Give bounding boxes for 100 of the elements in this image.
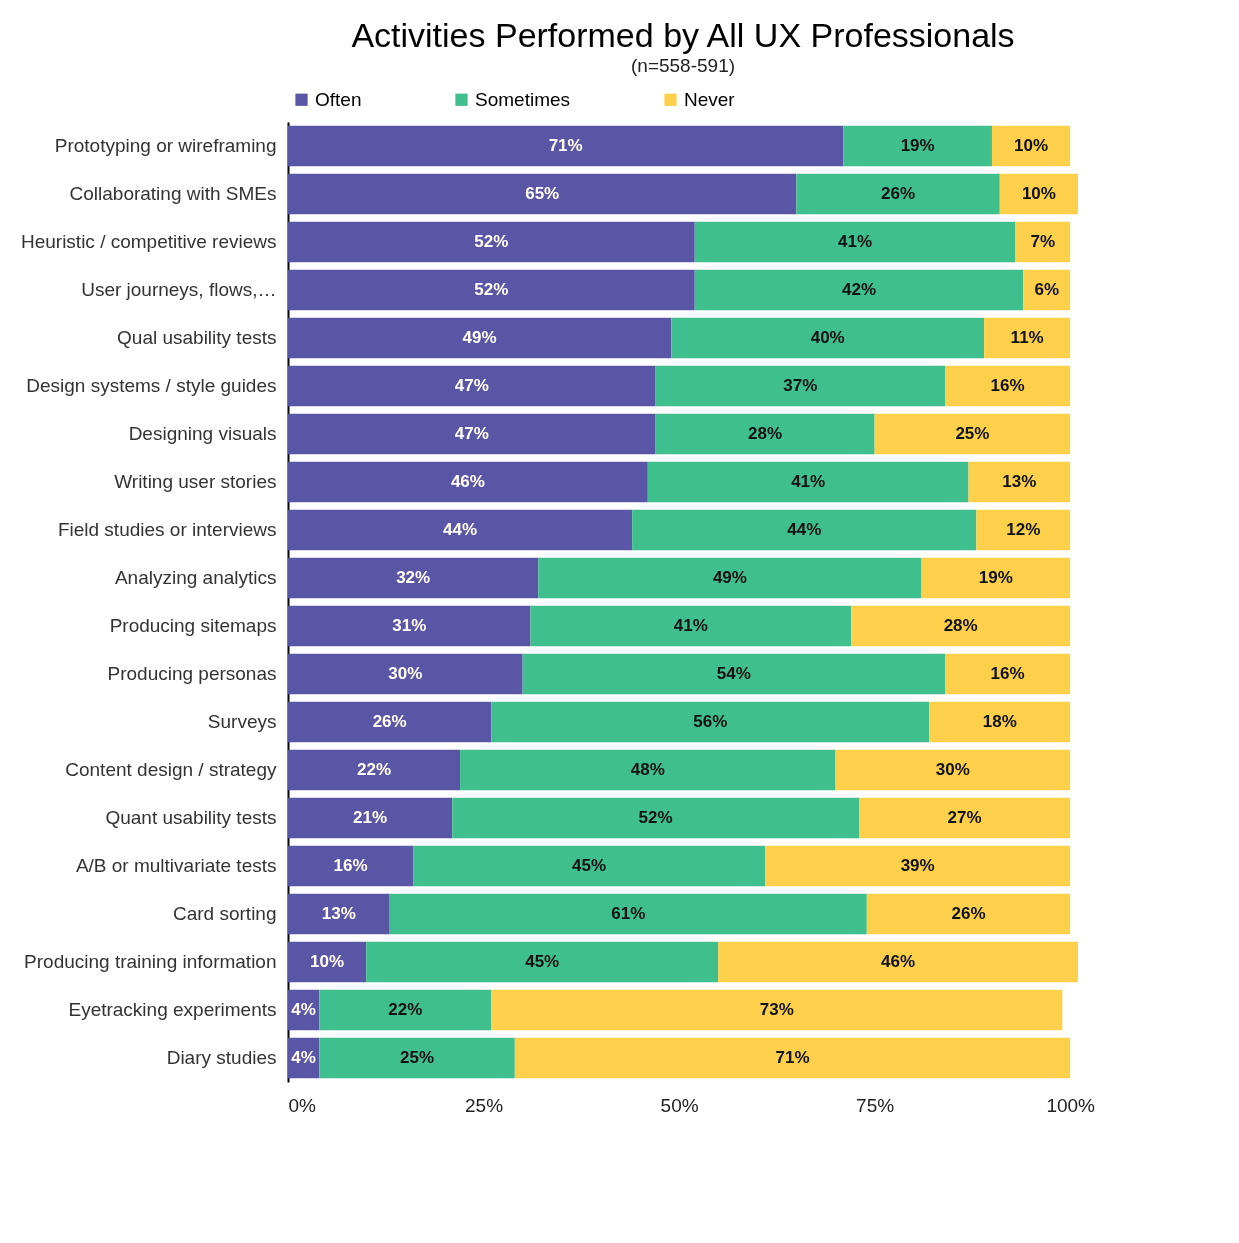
data-label: 30%: [935, 760, 970, 779]
bar: [514, 1037, 1071, 1079]
y-tick-label: Producing sitemaps: [109, 615, 277, 636]
data-label: 12%: [1006, 520, 1041, 539]
bar: [288, 557, 539, 599]
bar: [530, 605, 852, 647]
data-label: 4%: [291, 1048, 316, 1067]
data-label: 19%: [900, 136, 935, 155]
y-tick-label: Producing personas: [107, 663, 277, 684]
y-tick-label: Diary studies: [166, 1047, 277, 1068]
chart-title: Activities Performed by All UX Professionals: [351, 16, 1015, 54]
data-label: 26%: [372, 712, 407, 731]
data-label: 65%: [525, 184, 560, 203]
data-label: 61%: [611, 904, 646, 923]
data-label: 47%: [454, 424, 489, 443]
data-label: 49%: [462, 328, 497, 347]
bar: [288, 509, 633, 551]
y-tick-label: A/B or multivariate tests: [75, 855, 277, 876]
bar: [288, 365, 656, 407]
bar: [945, 653, 1071, 695]
bar: [835, 749, 1071, 791]
data-label: 39%: [900, 856, 935, 875]
bar: [874, 413, 1071, 455]
bar: [491, 989, 1063, 1031]
y-tick-label: Eyetracking experiments: [68, 999, 277, 1020]
bar: [288, 653, 523, 695]
data-label: 56%: [693, 712, 728, 731]
bar: [288, 893, 390, 935]
y-tick-label: Producing training information: [24, 951, 277, 972]
data-label: 42%: [841, 280, 877, 299]
data-label: 52%: [638, 808, 673, 827]
data-label: 32%: [396, 568, 431, 587]
bar: [765, 845, 1071, 887]
data-label: 41%: [673, 616, 708, 635]
bar: [288, 413, 656, 455]
data-label: 22%: [357, 760, 392, 779]
bar: [288, 941, 367, 983]
data-label: 44%: [443, 520, 478, 539]
bar: [671, 317, 985, 359]
bar: [319, 1037, 515, 1079]
data-label: 22%: [388, 1000, 423, 1019]
data-label: 16%: [990, 664, 1025, 683]
data-label: 41%: [838, 232, 873, 251]
data-label: 45%: [572, 856, 607, 875]
legend-label: Sometimes: [475, 88, 571, 110]
data-label: 27%: [947, 808, 982, 827]
x-tick-label: 0%: [288, 1094, 317, 1116]
bar: [288, 797, 453, 839]
data-label: 26%: [951, 904, 986, 923]
bar: [851, 605, 1071, 647]
bar: [647, 461, 969, 503]
y-tick-label: Quant usability tests: [105, 807, 277, 828]
bar: [452, 797, 859, 839]
data-label: 41%: [791, 472, 826, 491]
bar: [538, 557, 922, 599]
y-tick-label: Writing user stories: [114, 471, 277, 492]
bar: [491, 701, 930, 743]
data-label: 11%: [1010, 328, 1044, 347]
data-label: 21%: [353, 808, 388, 827]
data-label: 28%: [943, 616, 978, 635]
bar: [929, 701, 1071, 743]
data-label: 44%: [787, 520, 822, 539]
bar: [288, 317, 672, 359]
bar: [366, 941, 719, 983]
bar: [413, 845, 766, 887]
bar: [866, 893, 1071, 935]
y-tick-label: Designing visuals: [128, 423, 277, 444]
bar: [288, 173, 797, 215]
y-tick-label: Design systems / style guides: [26, 375, 277, 396]
bar: [288, 269, 695, 311]
legend-label: Often: [315, 88, 362, 110]
data-label: 19%: [978, 568, 1013, 587]
bar: [288, 125, 844, 167]
x-tick-label: 25%: [465, 1094, 504, 1116]
data-label: 52%: [474, 280, 509, 299]
chart-subtitle: (n=558-591): [630, 55, 736, 76]
y-tick-label: User journeys, flows,…: [81, 279, 277, 300]
y-tick-label: Prototyping or wireframing: [54, 135, 277, 156]
y-tick-label: Card sorting: [173, 903, 277, 924]
data-label: 13%: [321, 904, 356, 923]
data-label: 26%: [881, 184, 916, 203]
data-label: 16%: [333, 856, 368, 875]
data-label: 46%: [450, 472, 485, 491]
data-label: 18%: [982, 712, 1017, 731]
bar: [522, 653, 946, 695]
data-label: 71%: [548, 136, 583, 155]
data-label: 46%: [881, 952, 916, 971]
data-label: 54%: [716, 664, 751, 683]
data-label: 16%: [990, 376, 1025, 395]
y-tick-label: Surveys: [207, 711, 277, 732]
data-label: 6%: [1034, 280, 1059, 299]
bar: [858, 797, 1071, 839]
bar: [968, 461, 1071, 503]
bar: [389, 893, 867, 935]
bar: [288, 701, 492, 743]
bar: [984, 317, 1071, 359]
bar: [945, 365, 1071, 407]
data-label: 10%: [1014, 136, 1049, 155]
bar: [460, 749, 836, 791]
data-label: 28%: [748, 424, 783, 443]
